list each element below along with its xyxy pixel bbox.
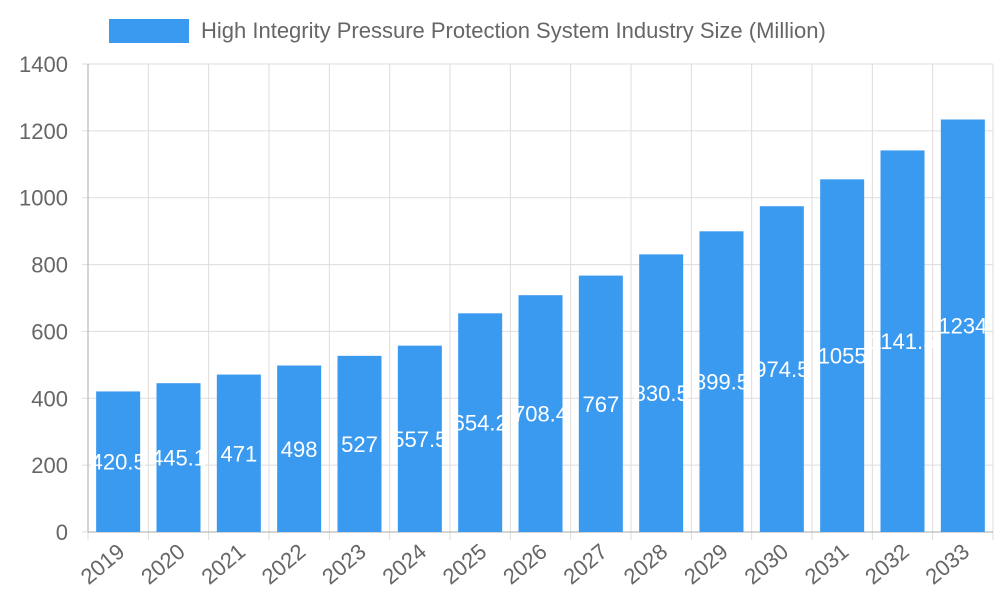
- bar-2027: [578, 275, 623, 532]
- x-tick-label: 2025: [438, 539, 492, 590]
- data-label: 471: [220, 441, 257, 466]
- y-tick-label: 1200: [19, 119, 68, 144]
- bar-2025: [458, 313, 503, 532]
- bar-2021: [216, 374, 261, 532]
- x-tick-label: 2031: [800, 539, 854, 590]
- data-label: 557.5: [392, 427, 447, 452]
- y-tick-label: 1400: [19, 52, 68, 77]
- y-tick-label: 200: [31, 453, 68, 478]
- bar-2019: [96, 391, 141, 532]
- data-label: 445.1: [151, 446, 206, 471]
- data-label: 1234: [938, 314, 987, 339]
- data-label: 767: [582, 392, 619, 417]
- x-tick-label: 2021: [196, 539, 250, 590]
- y-tick-label: 400: [31, 386, 68, 411]
- bar-2031: [820, 179, 865, 533]
- x-tick-label: 2029: [679, 539, 733, 590]
- bar-2028: [639, 254, 684, 532]
- data-label: 527: [341, 432, 378, 457]
- bar-2023: [337, 355, 382, 532]
- x-tick-label: 2022: [257, 539, 311, 590]
- bar-2030: [759, 206, 804, 532]
- x-tick-label: 2020: [136, 539, 190, 590]
- data-label: 830.5: [634, 381, 689, 406]
- bar-2032: [880, 150, 925, 533]
- data-label: 974.5: [754, 357, 809, 382]
- bar-2022: [277, 365, 322, 532]
- y-tick-label: 0: [56, 520, 68, 545]
- x-tick-label: 2023: [317, 539, 371, 590]
- y-tick-label: 600: [31, 319, 68, 344]
- legend-label: High Integrity Pressure Protection Syste…: [201, 18, 826, 43]
- data-label: 1055: [818, 344, 867, 369]
- data-label: 654.2: [453, 411, 508, 436]
- legend-swatch: [109, 19, 189, 43]
- x-tick-label: 2027: [558, 539, 612, 590]
- x-tick-label: 2032: [860, 539, 914, 590]
- x-tick-label: 2028: [619, 539, 673, 590]
- x-tick-label: 2026: [498, 539, 552, 590]
- data-label: 498: [281, 437, 318, 462]
- data-label: 1141.5: [870, 329, 936, 354]
- x-tick-label: 2019: [76, 539, 130, 590]
- bar-2026: [518, 295, 563, 532]
- x-tick-label: 2024: [377, 539, 431, 590]
- x-tick-label: 2030: [739, 539, 793, 590]
- bar-2029: [699, 231, 744, 532]
- bar-2020: [156, 383, 201, 532]
- legend[interactable]: High Integrity Pressure Protection Syste…: [109, 18, 826, 44]
- bar-2024: [397, 345, 442, 532]
- y-tick-label: 800: [31, 253, 68, 278]
- data-label: 420.5: [91, 450, 146, 475]
- data-label: 708.4: [513, 402, 568, 427]
- data-label: 899.5: [694, 370, 749, 395]
- bar-2033: [940, 119, 985, 533]
- x-tick-label: 2033: [920, 539, 974, 590]
- y-tick-label: 1000: [19, 186, 68, 211]
